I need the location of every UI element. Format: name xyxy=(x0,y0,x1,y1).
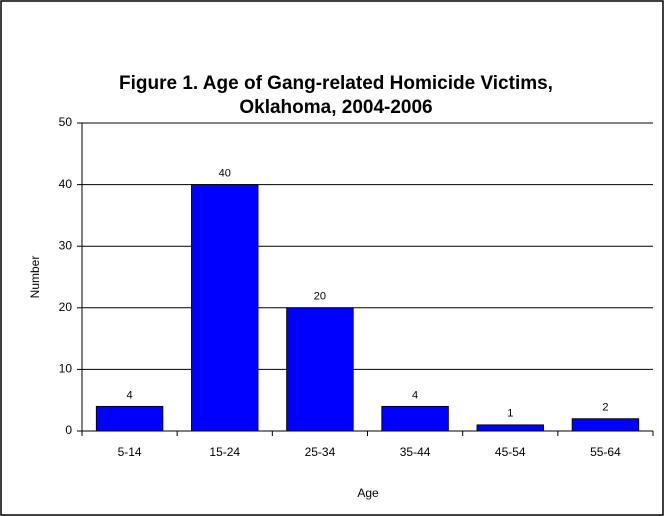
bar xyxy=(381,405,449,432)
y-tick-label: 30 xyxy=(59,238,73,252)
bar xyxy=(191,184,259,432)
value-label: 20 xyxy=(314,291,326,303)
x-tick-label: 45-54 xyxy=(495,445,526,459)
y-tick-label: 0 xyxy=(65,423,72,437)
value-label: 2 xyxy=(602,402,608,414)
value-label: 4 xyxy=(127,389,133,401)
y-tick-label: 20 xyxy=(59,300,73,314)
value-label: 1 xyxy=(507,408,513,420)
x-tick-label: 55-64 xyxy=(590,445,621,459)
bar xyxy=(286,307,354,432)
bar xyxy=(571,418,640,432)
y-tick-label: 50 xyxy=(59,115,73,129)
chart-title: Oklahoma, 2004-2006 xyxy=(239,97,432,118)
x-tick-label: 15-24 xyxy=(209,445,240,459)
y-tick-label: 40 xyxy=(59,177,73,191)
value-label: 40 xyxy=(219,168,231,180)
bar xyxy=(476,424,544,432)
bar xyxy=(95,405,164,432)
y-tick-label: 10 xyxy=(59,362,73,376)
x-tick-label: 25-34 xyxy=(305,445,336,459)
chart-title: Figure 1. Age of Gang-related Homicide V… xyxy=(119,73,553,94)
value-label: 4 xyxy=(412,389,418,401)
y-axis-label: Number xyxy=(28,256,42,299)
x-tick-label: 35-44 xyxy=(400,445,431,459)
x-tick-label: 5-14 xyxy=(118,445,142,459)
x-axis-label: Age xyxy=(357,486,379,500)
